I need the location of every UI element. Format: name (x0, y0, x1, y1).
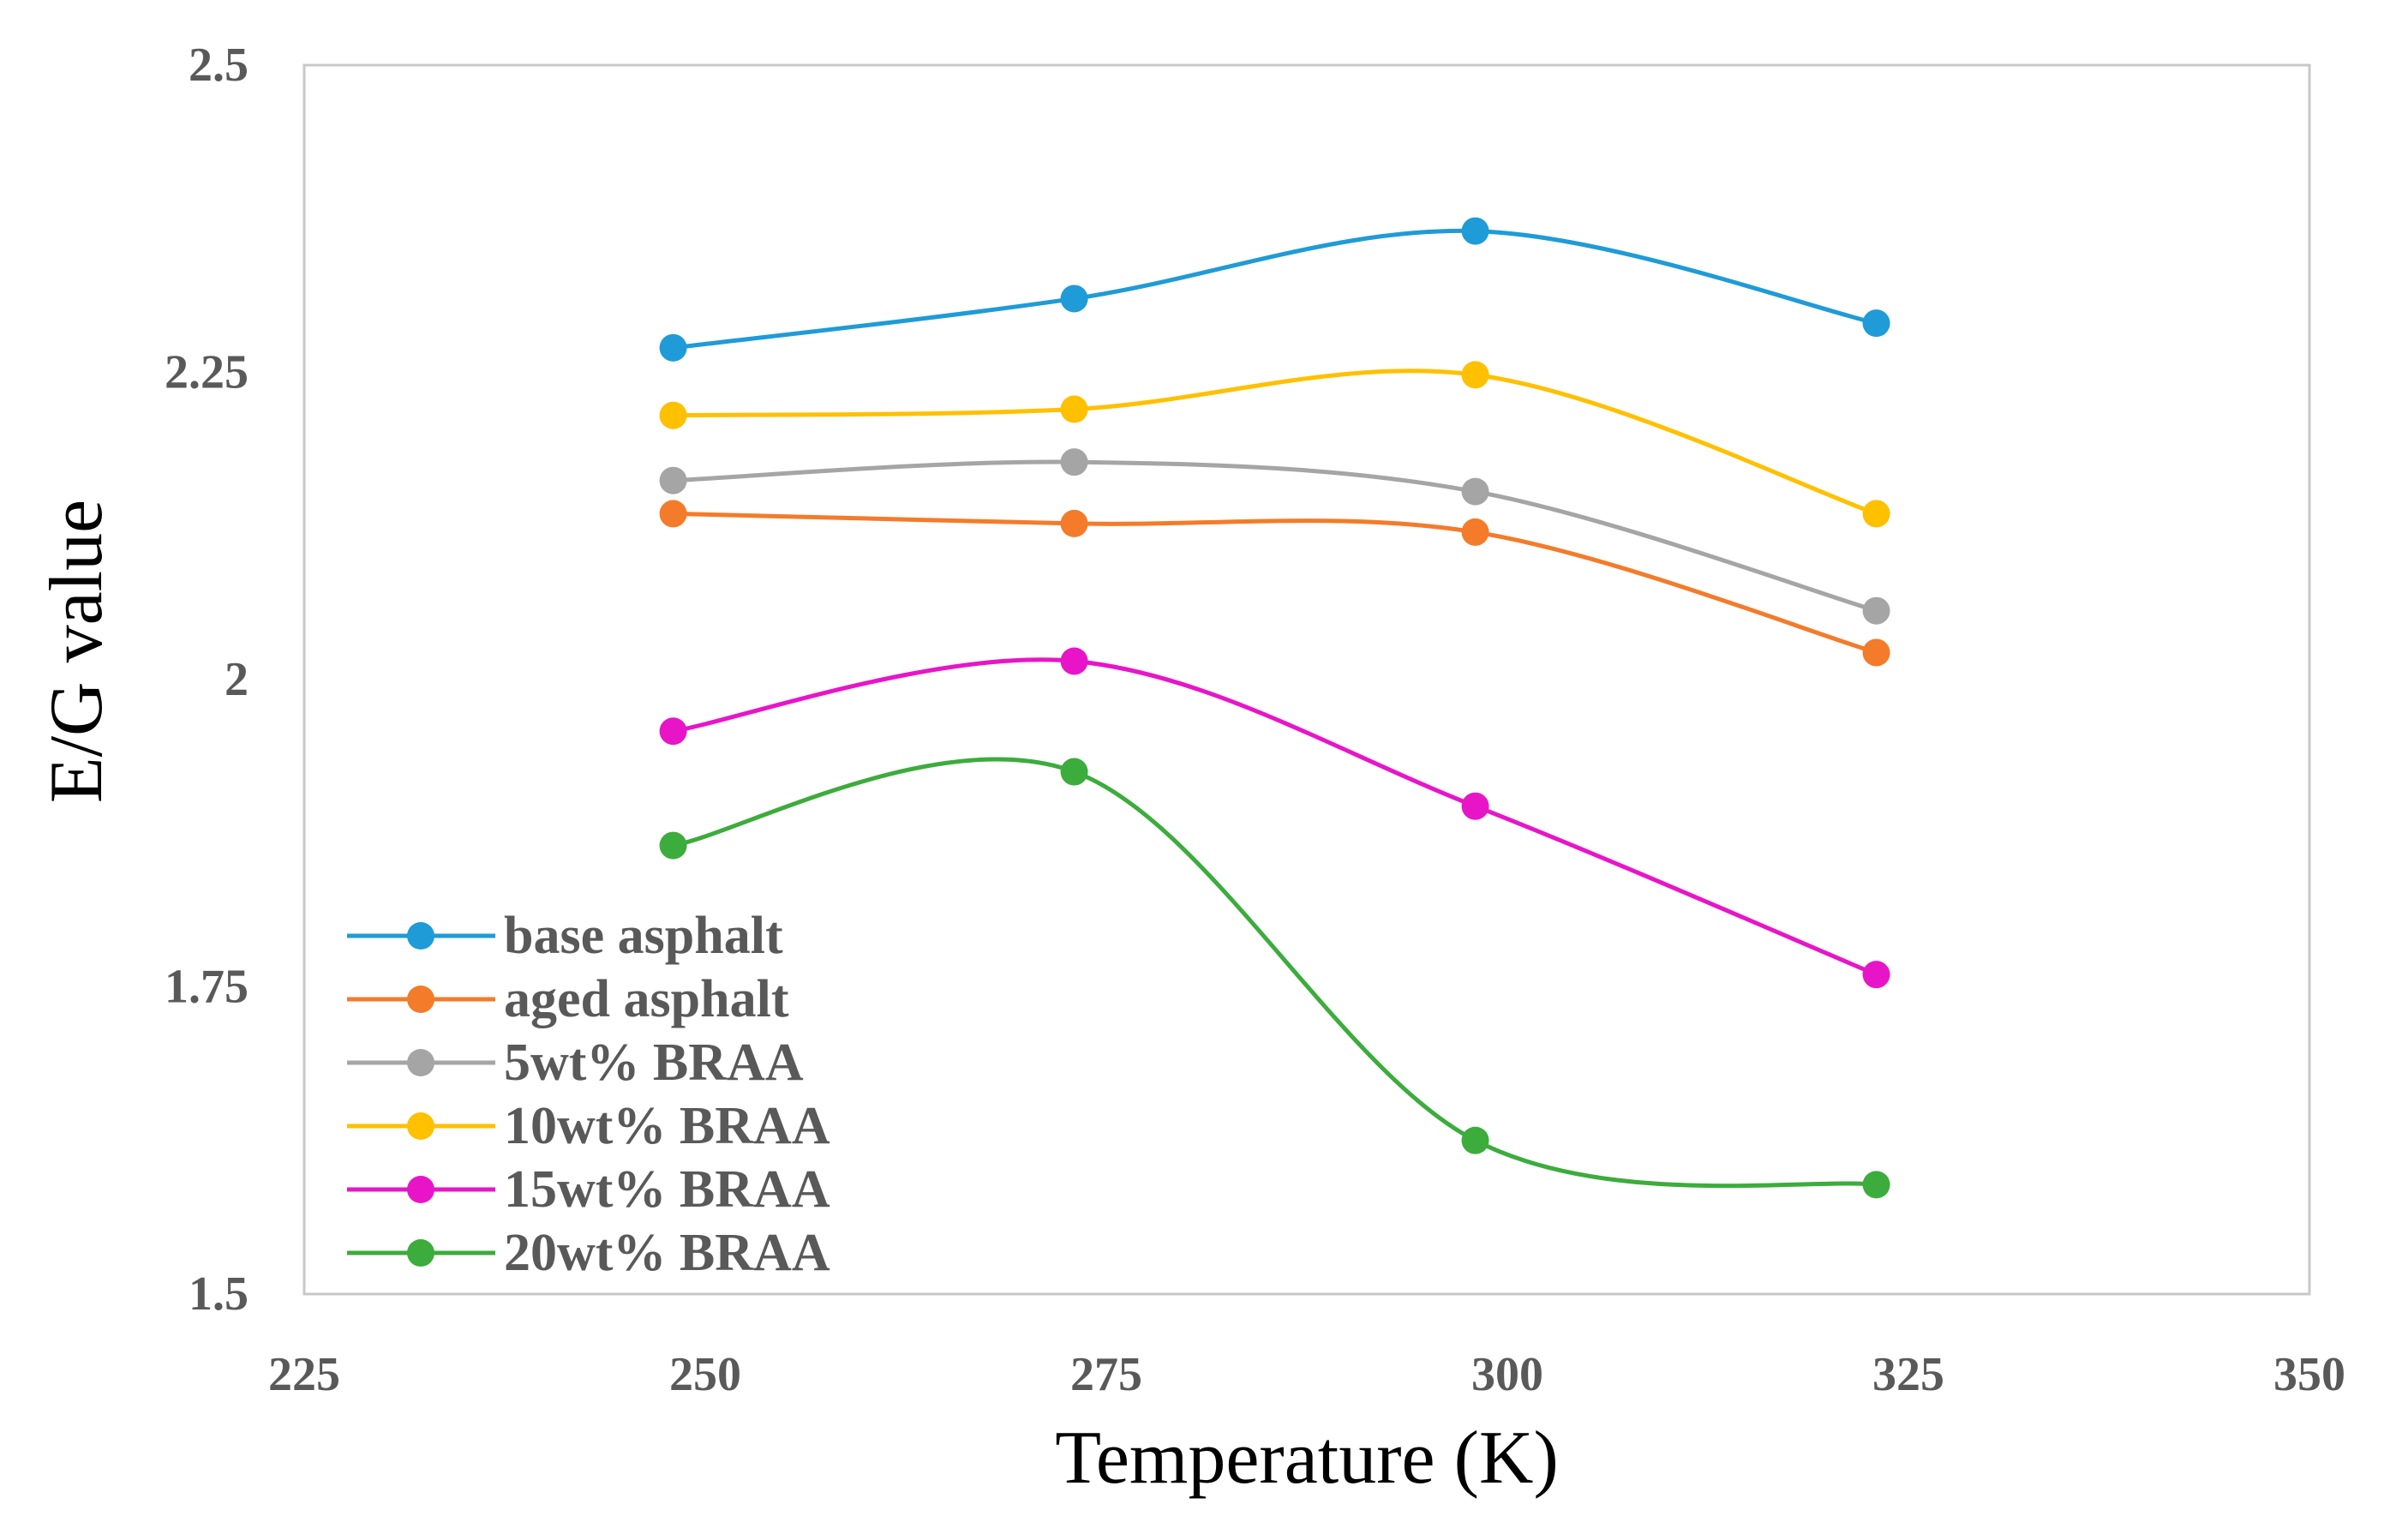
data-point (1060, 758, 1088, 786)
data-point (1461, 792, 1489, 820)
data-point (1862, 1171, 1890, 1199)
series-layer (659, 217, 1890, 1199)
data-point (1461, 1126, 1489, 1154)
legend-label: base asphalt (504, 907, 783, 965)
legend-swatch-marker (407, 986, 434, 1013)
series-15wtpct-braa (659, 647, 1890, 989)
data-point (1862, 961, 1890, 989)
data-point (1060, 647, 1088, 675)
legend-swatch-marker (407, 1112, 434, 1140)
data-point (659, 401, 687, 429)
legend-label: 20wt% BRAA (504, 1224, 830, 1282)
y-axis-title: E/G value (35, 500, 118, 803)
legend-swatch-marker (407, 1049, 434, 1076)
legend-label: 5wt% BRAA (504, 1034, 804, 1092)
legend-label: 15wt% BRAA (504, 1160, 830, 1219)
series-5wtpct-braa (659, 448, 1890, 625)
y-tick-label: 1.5 (189, 1267, 249, 1321)
x-tick-label: 300 (1471, 1348, 1543, 1401)
legend-item: 15wt% BRAA (347, 1160, 830, 1219)
x-axis-ticks: 225 250 275 300 325 350 (268, 1348, 2345, 1401)
data-point (659, 831, 687, 860)
series-aged-asphalt (659, 500, 1890, 667)
x-tick-label: 325 (1872, 1348, 1944, 1401)
data-point (1862, 596, 1890, 625)
series-line (673, 757, 1877, 1189)
series-line (673, 657, 1878, 977)
legend-swatch-marker (407, 1176, 434, 1203)
y-tick-label: 1.75 (165, 961, 249, 1014)
y-tick-label: 2 (225, 653, 249, 706)
x-axis-title: Temperature (K) (1055, 1417, 1559, 1500)
data-point (1461, 217, 1489, 245)
data-point (1060, 448, 1088, 476)
data-point (659, 500, 687, 528)
data-point (1060, 285, 1088, 313)
data-point (1862, 638, 1890, 667)
series-line (673, 369, 1878, 516)
data-point (1461, 477, 1489, 506)
legend-swatch-marker (407, 1239, 434, 1267)
legend-label: 10wt% BRAA (504, 1097, 830, 1155)
legend-item: 20wt% BRAA (347, 1224, 830, 1282)
y-tick-label: 2.5 (189, 39, 249, 92)
legend-item: aged asphalt (347, 970, 789, 1028)
data-point (659, 717, 687, 746)
data-point (659, 333, 687, 362)
y-tick-label: 2.25 (165, 346, 249, 399)
x-tick-label: 350 (2273, 1348, 2345, 1401)
data-point (1461, 361, 1489, 389)
data-point (1060, 509, 1088, 537)
x-tick-label: 250 (669, 1348, 741, 1401)
series-line (673, 459, 1878, 614)
data-point (1461, 518, 1489, 546)
legend-item: 10wt% BRAA (347, 1097, 830, 1155)
y-axis-ticks: 1.5 1.75 2 2.25 2.5 (165, 39, 249, 1321)
series-10wtpct-braa (659, 361, 1890, 528)
legend-swatch-marker (407, 922, 434, 950)
x-tick-label: 225 (268, 1348, 340, 1401)
data-point (1862, 309, 1890, 338)
series-line (673, 511, 1878, 655)
series-line (673, 228, 1878, 351)
x-tick-label: 275 (1070, 1348, 1142, 1401)
series-base-asphalt (659, 217, 1890, 362)
data-point (659, 466, 687, 494)
data-point (1060, 395, 1088, 423)
data-point (1862, 500, 1890, 528)
legend-label: aged asphalt (504, 970, 789, 1028)
series-20wtpct-braa (659, 757, 1890, 1199)
legend-item: 5wt% BRAA (347, 1034, 804, 1092)
legend-item: base asphalt (347, 907, 783, 965)
plot-area (302, 63, 2311, 1296)
